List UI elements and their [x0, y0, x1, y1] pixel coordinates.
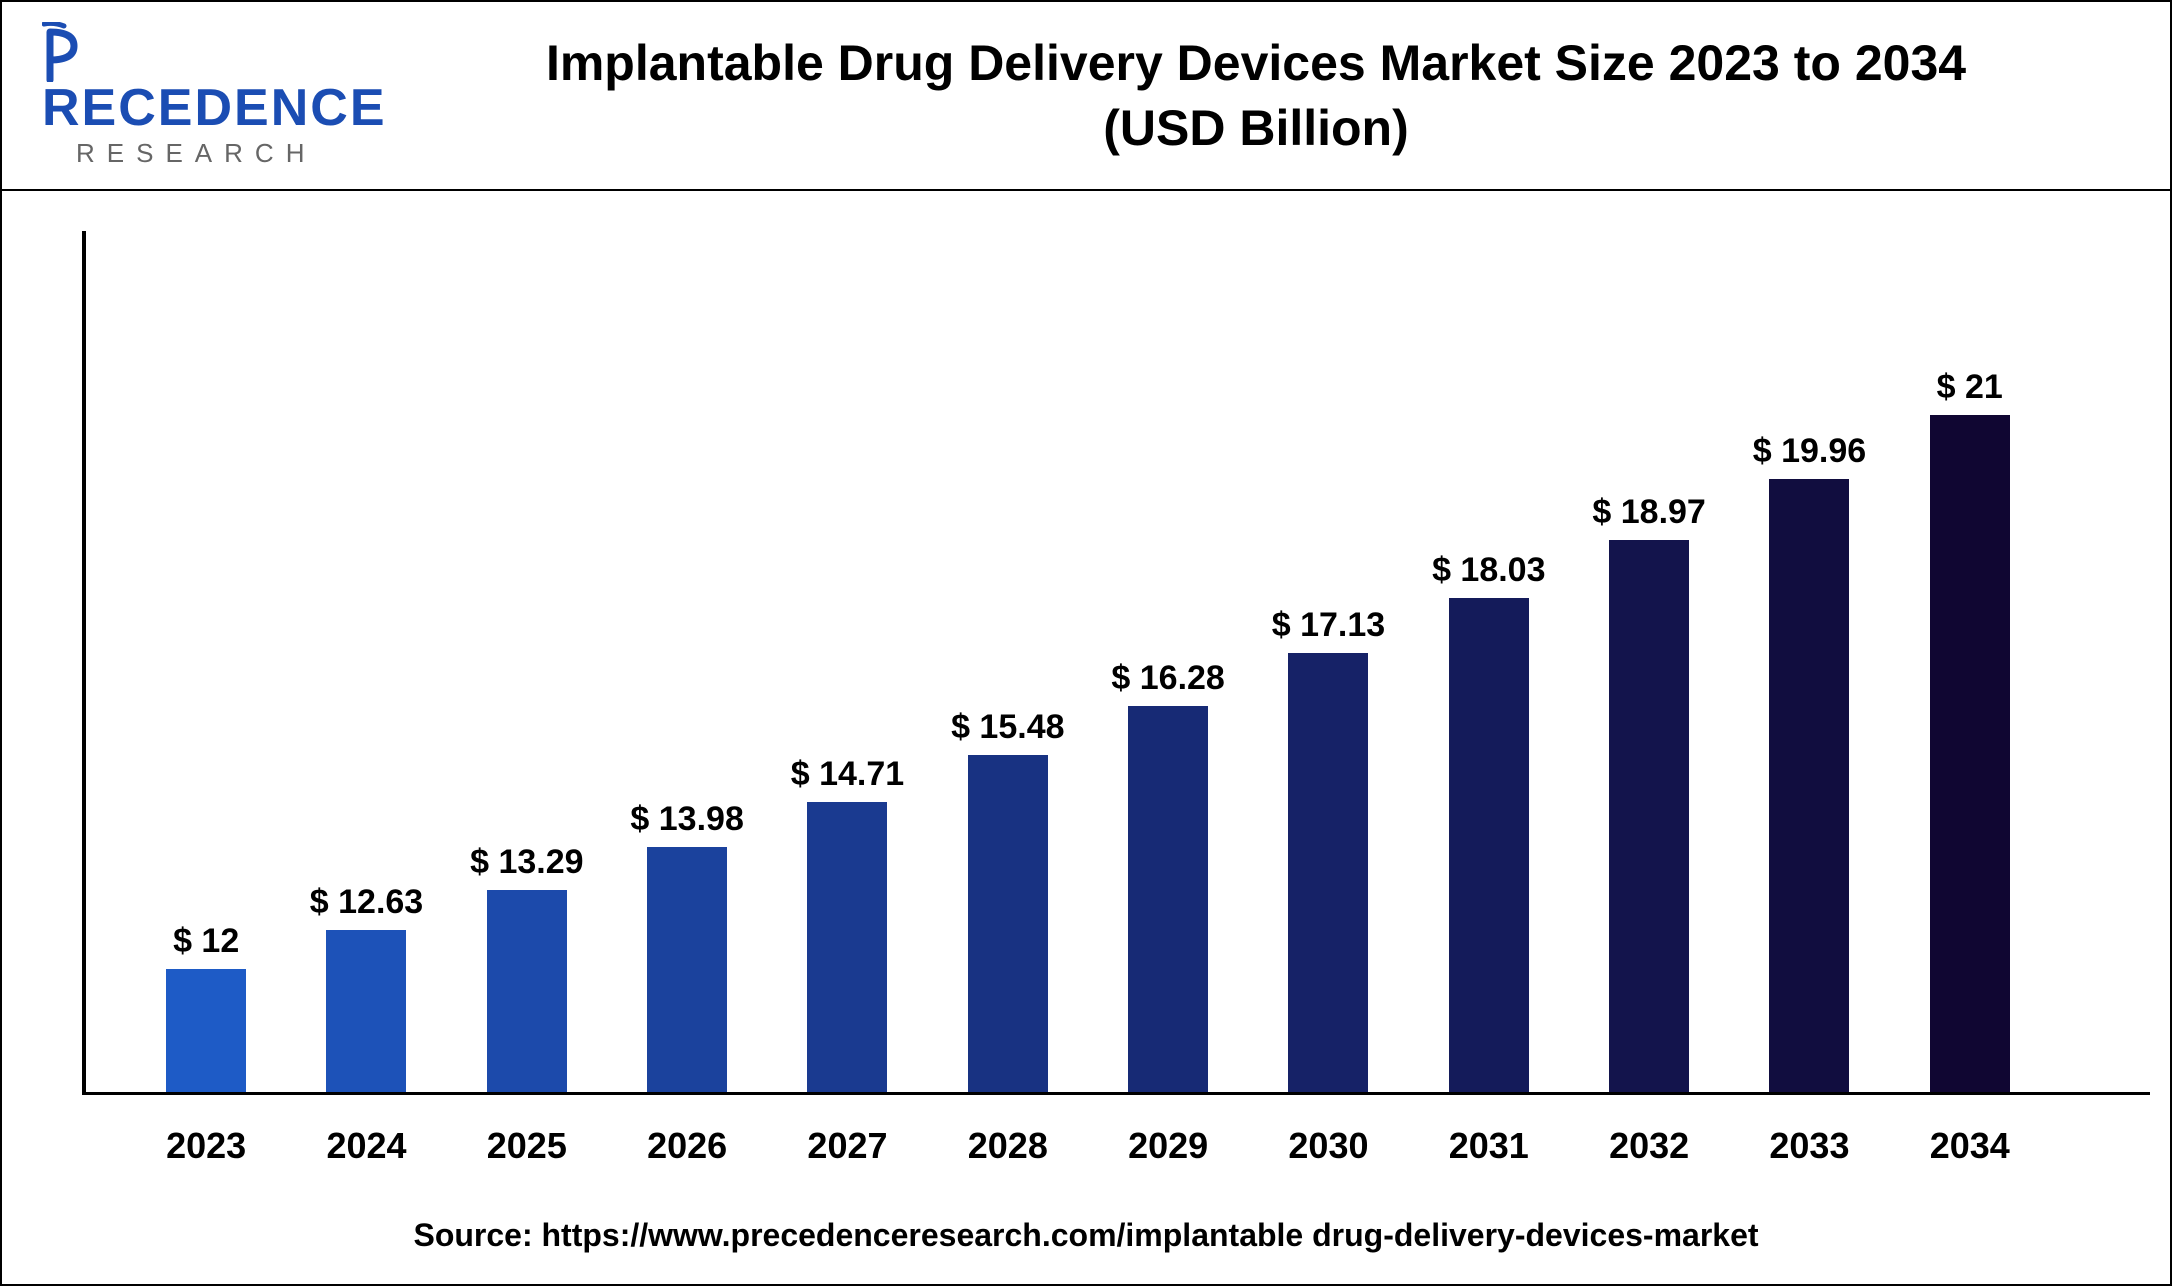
bar-group-2028: $ 15.48: [958, 231, 1058, 1092]
bar-value-label: $ 13.29: [470, 843, 583, 882]
bar-group-2024: $ 12.63: [316, 231, 416, 1092]
logo: RECEDENCE RESEARCH: [42, 22, 382, 169]
bar-group-2023: $ 12: [156, 231, 256, 1092]
bar-value-label: $ 19.96: [1753, 432, 1866, 471]
chart-title-line1: Implantable Drug Delivery Devices Market…: [382, 31, 2130, 96]
x-axis-label: 2034: [1920, 1125, 2020, 1167]
bar: [166, 969, 246, 1092]
bar-group-2027: $ 14.71: [797, 231, 897, 1092]
bar-group-2029: $ 16.28: [1118, 231, 1218, 1092]
chart-body: $ 12$ 12.63$ 13.29$ 13.98$ 14.71$ 15.48$…: [2, 191, 2170, 1284]
x-axis-label: 2025: [477, 1125, 577, 1167]
bar-group-2030: $ 17.13: [1278, 231, 1378, 1092]
bar-group-2025: $ 13.29: [477, 231, 577, 1092]
x-axis-label: 2026: [637, 1125, 737, 1167]
bar: [1769, 479, 1849, 1092]
x-axis-label: 2031: [1439, 1125, 1539, 1167]
chart-title-line2: (USD Billion): [382, 96, 2130, 161]
bar: [647, 847, 727, 1092]
x-axis-extension: [2090, 1092, 2150, 1095]
bar-value-label: $ 16.28: [1111, 659, 1224, 698]
chart-frame: RECEDENCE RESEARCH Implantable Drug Deli…: [0, 0, 2172, 1286]
x-axis-label: 2023: [156, 1125, 256, 1167]
bar-value-label: $ 14.71: [791, 755, 904, 794]
bar: [968, 755, 1048, 1092]
source-citation: Source: https://www.precedenceresearch.c…: [82, 1217, 2090, 1254]
plot-area: $ 12$ 12.63$ 13.29$ 13.98$ 14.71$ 15.48$…: [82, 231, 2090, 1095]
bar: [1128, 706, 1208, 1092]
bar: [1609, 540, 1689, 1092]
logo-sub-text: RESEARCH: [76, 138, 382, 169]
x-axis-labels: 2023 2024 2025 2026 2027 2028 2029 2030 2031 2032…: [82, 1125, 2090, 1167]
bar-value-label: $ 12: [173, 922, 239, 961]
x-axis-label: 2027: [797, 1125, 897, 1167]
bar: [807, 802, 887, 1092]
bar-group-2026: $ 13.98: [637, 231, 737, 1092]
bar-value-label: $ 18.03: [1432, 551, 1545, 590]
bar-value-label: $ 12.63: [310, 883, 423, 922]
bar: [487, 890, 567, 1092]
title-block: Implantable Drug Delivery Devices Market…: [382, 31, 2130, 161]
bar-value-label: $ 13.98: [630, 800, 743, 839]
logo-main-text: RECEDENCE: [42, 79, 387, 137]
bar-group-2031: $ 18.03: [1439, 231, 1539, 1092]
bar: [1449, 598, 1529, 1092]
logo-p-icon: [42, 22, 80, 82]
x-axis-label: 2030: [1278, 1125, 1378, 1167]
x-axis-label: 2032: [1599, 1125, 1699, 1167]
bar-group-2032: $ 18.97: [1599, 231, 1699, 1092]
x-axis-label: 2028: [958, 1125, 1058, 1167]
bar-value-label: $ 17.13: [1272, 606, 1385, 645]
bars-container: $ 12$ 12.63$ 13.29$ 13.98$ 14.71$ 15.48$…: [86, 231, 2090, 1095]
header: RECEDENCE RESEARCH Implantable Drug Deli…: [2, 2, 2170, 191]
x-axis-label: 2029: [1118, 1125, 1218, 1167]
x-axis-label: 2033: [1759, 1125, 1859, 1167]
bar: [326, 930, 406, 1092]
bar: [1288, 653, 1368, 1092]
x-axis-label: 2024: [316, 1125, 416, 1167]
bar-value-label: $ 15.48: [951, 708, 1064, 747]
bar-group-2033: $ 19.96: [1759, 231, 1859, 1092]
bar: [1930, 415, 2010, 1092]
bar-value-label: $ 21: [1937, 368, 2003, 407]
bar-value-label: $ 18.97: [1592, 493, 1705, 532]
bar-group-2034: $ 21: [1920, 231, 2020, 1092]
